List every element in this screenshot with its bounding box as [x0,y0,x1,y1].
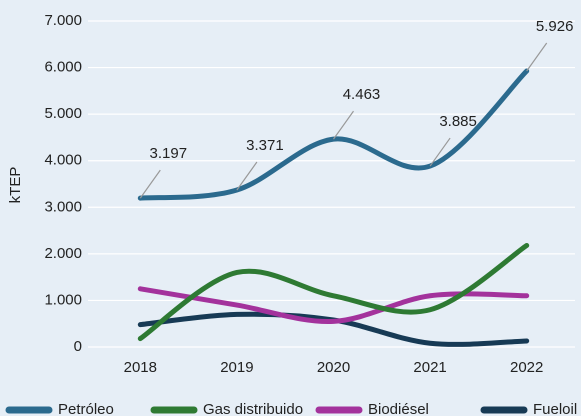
y-tick-label: 6.000 [44,59,82,76]
series-line [137,68,530,201]
y-tick-label: 1.000 [44,291,82,308]
legend-label: Petróleo [58,401,114,416]
data-label: 3.885 [439,113,477,130]
legend-label: Fueloil [533,401,577,416]
leader-line [526,42,548,72]
y-tick-label: 5.000 [44,105,82,122]
series-line [137,242,530,342]
x-tick-label: 2022 [510,359,543,376]
x-tick-label: 2021 [413,359,446,376]
leader-line [333,110,354,140]
leader-line [236,161,258,191]
legend-label: Gas distribuido [203,401,303,416]
x-tick-label: 2019 [220,359,253,376]
y-tick-label: 7.000 [44,12,82,29]
x-tick-label: 2018 [124,359,157,376]
y-tick-label: 4.000 [44,152,82,169]
x-tick-label: 2020 [317,359,350,376]
y-tick-label: 3.000 [44,198,82,215]
series-line [137,311,530,347]
data-label: 3.197 [150,145,188,162]
leader-line [139,169,161,199]
data-label: 5.926 [536,18,574,35]
y-tick-label: 2.000 [44,245,82,262]
data-label: 4.463 [343,86,381,103]
legend-label: Biodiésel [368,401,429,416]
y-tick-label: 0 [74,338,82,355]
data-label: 3.371 [246,137,284,154]
leader-line [429,137,451,167]
y-axis-label: kTEP [7,167,24,204]
